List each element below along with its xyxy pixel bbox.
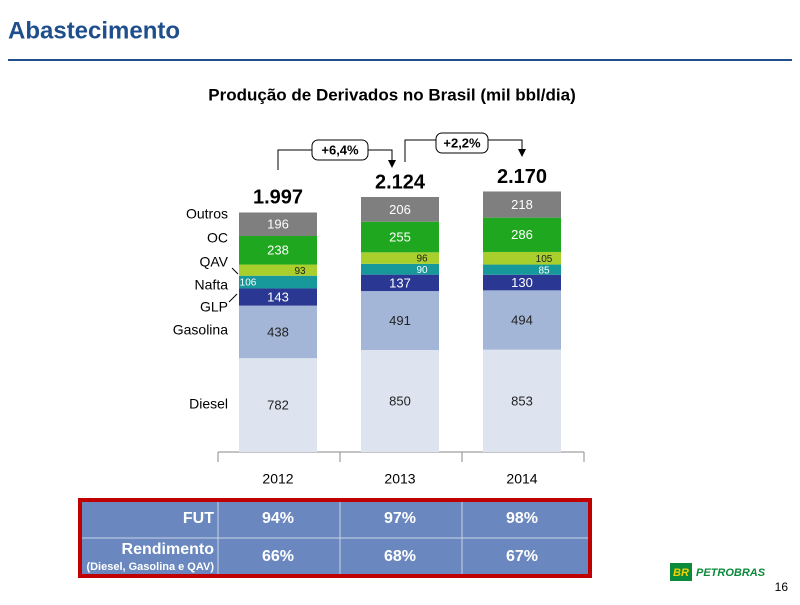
segment-label: 130 <box>511 275 533 290</box>
legend-label: Gasolina <box>173 322 228 338</box>
annotation-box <box>311 139 369 161</box>
segment-label: 143 <box>267 289 289 304</box>
cell: 94% <box>262 510 294 527</box>
segment-label: 850 <box>389 393 411 408</box>
bar-segment <box>239 275 317 289</box>
table: FUT Rendimento (Diesel, Gasolina e QAV) … <box>78 498 592 578</box>
bar-segment <box>483 264 561 275</box>
bar-segment <box>239 212 317 236</box>
cell: 97% <box>384 510 416 527</box>
x-tick-label: 2012 <box>262 471 293 487</box>
bar-segment <box>361 291 439 350</box>
segment-label: 105 <box>536 254 553 265</box>
segment-label: 494 <box>511 312 533 327</box>
bar-segment <box>483 217 561 252</box>
segment-label: 238 <box>267 243 289 258</box>
logo: PETROBRAS <box>696 567 766 579</box>
legend-label: OC <box>207 230 228 246</box>
leader-line <box>228 293 238 303</box>
segment-label: 438 <box>267 324 289 339</box>
bar-segment <box>361 221 439 253</box>
segment-label: 286 <box>511 227 533 242</box>
cell: 66% <box>262 548 294 565</box>
row-label: Rendimento <box>122 541 215 558</box>
bar-segment <box>361 197 439 222</box>
segment-label: 93 <box>294 266 306 277</box>
bar-segment <box>483 349 561 452</box>
arrowhead <box>518 149 526 157</box>
bar-segment <box>483 274 561 291</box>
arrowhead <box>388 160 396 168</box>
segment-label: 90 <box>416 265 428 276</box>
bar-segment <box>239 288 317 306</box>
segment-label: 491 <box>389 313 411 328</box>
cell: 98% <box>506 510 538 527</box>
chart-title: Produção de Derivados no Brasil (mil bbl… <box>208 85 575 104</box>
bar-segment <box>239 305 317 359</box>
annotation-box <box>435 132 489 154</box>
segment-label: 255 <box>389 229 411 244</box>
segment-label: 85 <box>538 265 550 276</box>
total-label: 1.997 <box>253 187 303 209</box>
bar-segment <box>239 264 317 276</box>
bar-segment <box>361 263 439 275</box>
annotation: +6,4% <box>321 142 359 157</box>
x-tick-label: 2014 <box>506 471 537 487</box>
segment-label: 206 <box>389 202 411 217</box>
row-label: FUT <box>183 510 214 527</box>
logo-mark: BR <box>673 567 689 579</box>
legend-label: Diesel <box>189 396 228 412</box>
total-label: 2.170 <box>497 166 547 188</box>
segment-label: 96 <box>416 254 428 265</box>
segment-label: 218 <box>511 197 533 212</box>
cell: 67% <box>506 548 538 565</box>
legend-label: GLP <box>200 299 228 315</box>
segment-label: 782 <box>267 398 289 413</box>
bar-segment <box>239 358 317 452</box>
bar-segment <box>361 274 439 292</box>
legend-label: Nafta <box>195 277 229 293</box>
total-label: 2.124 <box>375 171 426 193</box>
segment-label: 106 <box>240 278 257 289</box>
bar-segment <box>483 191 561 218</box>
x-tick-label: 2013 <box>384 471 415 487</box>
bar-segment <box>361 350 439 452</box>
logo-mark-bg <box>670 563 692 581</box>
annotation: +2,2% <box>443 135 481 150</box>
bar-segment <box>483 290 561 350</box>
cell: 68% <box>384 548 416 565</box>
leader-line <box>231 267 239 275</box>
bar-segment <box>239 236 317 265</box>
slide-title: Abastecimento <box>8 17 180 44</box>
segment-label: 137 <box>389 275 411 290</box>
bar-segment <box>361 252 439 264</box>
legend-label: QAV <box>199 254 228 270</box>
segment-label: 196 <box>267 217 289 232</box>
bar-segment <box>483 251 561 265</box>
segment-label: 853 <box>511 393 533 408</box>
legend-label: Outros <box>186 206 228 222</box>
row-sublabel: (Diesel, Gasolina e QAV) <box>86 561 214 573</box>
page-number: 16 <box>775 580 789 594</box>
